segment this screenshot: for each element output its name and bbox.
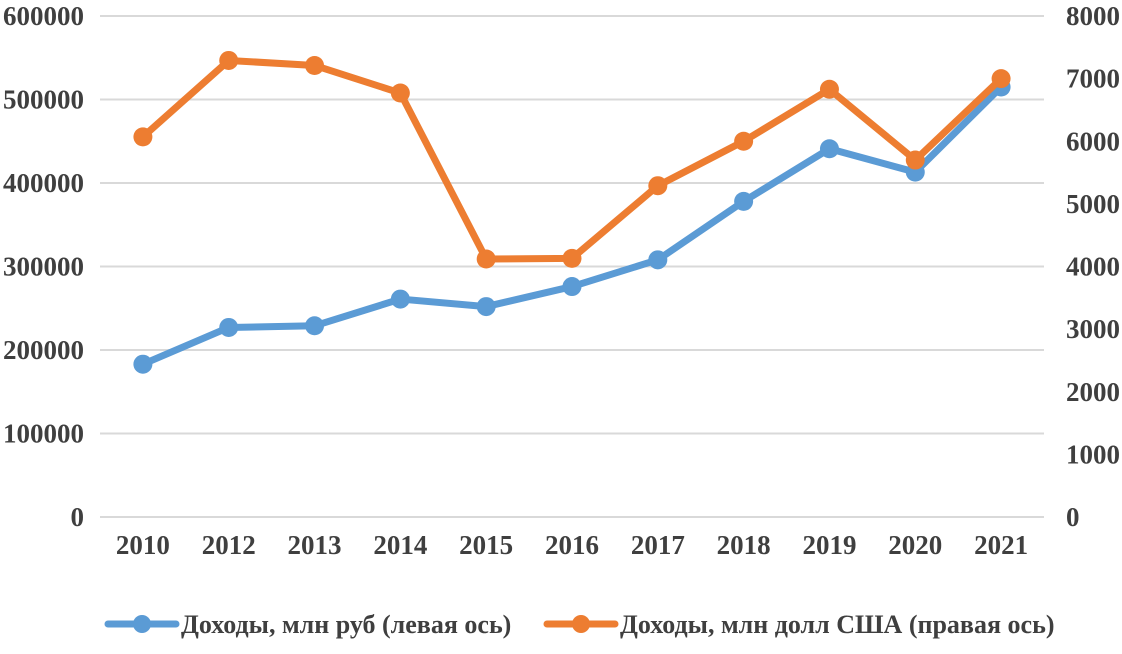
right-axis-tick-label: 8000: [1066, 1, 1120, 31]
rub-point-2014: [390, 289, 410, 309]
usd-point-2019: [819, 79, 839, 99]
x-axis-tick-label: 2010: [116, 530, 170, 560]
left-axis-tick-label: 600000: [3, 1, 84, 31]
right-axis-tick-label: 2000: [1066, 377, 1120, 407]
usd-point-2017: [648, 176, 668, 196]
left-axis-tick-label: 0: [71, 502, 85, 532]
usd-point-2018: [734, 131, 754, 151]
left-axis-tick-label: 300000: [3, 252, 84, 282]
x-axis-tick-label: 2016: [545, 530, 599, 560]
left-axis-tick-label: 100000: [3, 419, 84, 449]
series-rub: [133, 77, 1011, 374]
x-axis-tick-label: 2015: [459, 530, 513, 560]
legend-label-rub: Доходы, млн руб (левая ось): [181, 610, 511, 639]
series-usd: [133, 50, 1011, 269]
usd-point-2014: [390, 83, 410, 103]
left-axis-tick-label: 500000: [3, 85, 84, 115]
x-axis-tick-label: 2021: [974, 530, 1028, 560]
usd-point-2012: [219, 50, 239, 70]
legend: Доходы, млн руб (левая ось) Доходы, млн …: [104, 610, 1054, 639]
left-axis-tick-label: 400000: [3, 168, 84, 198]
x-axis-tick-label: 2014: [373, 530, 427, 560]
usd-point-2020: [905, 150, 925, 170]
right-axis-tick-label: 5000: [1066, 189, 1120, 219]
x-axis-tick-label: 2017: [631, 530, 685, 560]
right-axis-tick-label: 4000: [1066, 252, 1120, 282]
legend-marker-usd-dot-icon: [572, 615, 590, 633]
legend-marker-rub-dot-icon: [133, 615, 151, 633]
x-axis-tick-label: 2019: [802, 530, 856, 560]
rub-point-2010: [133, 354, 153, 374]
usd-point-2015: [476, 249, 496, 269]
series-layer: [133, 50, 1011, 374]
left-axis-tick-label: 200000: [3, 335, 84, 365]
usd-point-2010: [133, 127, 153, 147]
x-axis-tick-label: 2013: [288, 530, 342, 560]
rub-point-2016: [562, 277, 582, 297]
gridlines: [100, 15, 1044, 518]
x-axis-tick-label: 2020: [888, 530, 942, 560]
right-axis-tick-label: 3000: [1066, 314, 1120, 344]
right-axis-tick-label: 0: [1066, 502, 1080, 532]
rub-point-2018: [734, 191, 754, 211]
rub-point-2015: [476, 297, 496, 317]
y-axis-right: 8000 7000 6000 5000 4000 3000 2000 1000 0: [1066, 1, 1120, 532]
usd-point-2016: [562, 248, 582, 268]
legend-label-usd: Доходы, млн долл США (правая ось): [620, 610, 1054, 639]
x-axis-tick-label: 2018: [717, 530, 771, 560]
usd-point-2021: [991, 69, 1011, 89]
right-axis-tick-label: 1000: [1066, 439, 1120, 469]
rub-point-2019: [819, 139, 839, 159]
usd-point-2013: [305, 55, 325, 75]
x-axis-tick-label: 2012: [202, 530, 256, 560]
right-axis-tick-label: 6000: [1066, 126, 1120, 156]
rub-point-2013: [305, 316, 325, 336]
rub-point-2017: [648, 250, 668, 270]
y-axis-left: 600000 500000 400000 300000 200000 100000 0: [3, 1, 84, 532]
x-axis: 2010 2012 2013 2014 2015 2016 2017 2018 2019 2020…: [116, 530, 1028, 560]
rub-point-2012: [219, 317, 239, 337]
right-axis-tick-label: 7000: [1066, 64, 1120, 94]
